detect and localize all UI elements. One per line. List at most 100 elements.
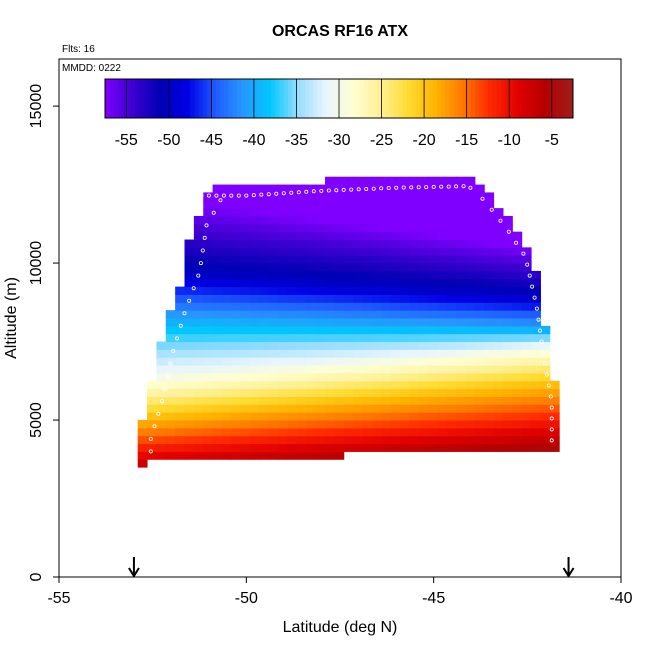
heatmap-cell <box>446 318 457 327</box>
heatmap-cell <box>399 286 410 295</box>
heatmap-cell <box>399 420 410 429</box>
heatmap-cell <box>175 302 186 311</box>
heatmap-cell <box>240 302 251 311</box>
heatmap-cell <box>437 239 448 248</box>
heatmap-cell <box>390 333 401 343</box>
heatmap-cell <box>306 372 317 382</box>
heatmap-cell <box>353 325 363 335</box>
colorbar-swatch <box>419 79 425 118</box>
colorbar-swatch <box>343 79 348 118</box>
heatmap-cell <box>446 325 457 335</box>
heatmap-cell <box>268 396 279 405</box>
heatmap-cell <box>512 420 523 429</box>
heatmap-cell <box>231 435 242 445</box>
heatmap-cell <box>353 388 363 397</box>
heatmap-cell <box>381 372 392 382</box>
heatmap-cell <box>531 333 541 343</box>
heatmap-cell <box>137 420 148 429</box>
heatmap-cell <box>325 192 335 201</box>
heatmap-cell <box>184 388 195 397</box>
heatmap-cell <box>268 341 279 350</box>
heatmap-cell <box>231 192 242 201</box>
heatmap-cell <box>212 200 223 209</box>
heatmap-cell <box>371 333 382 343</box>
heatmap-cell <box>502 231 513 241</box>
heatmap-cell <box>212 451 223 460</box>
heatmap-cell <box>512 318 523 327</box>
heatmap-cell <box>381 192 392 201</box>
heatmap-cell <box>296 255 307 264</box>
heatmap-cell <box>531 365 541 374</box>
heatmap-cell <box>259 223 270 233</box>
heatmap-cell <box>250 427 260 437</box>
track-marker <box>162 386 167 391</box>
heatmap-cell <box>221 215 232 225</box>
track-marker <box>431 184 436 189</box>
heatmap-cell <box>221 396 232 405</box>
heatmap-cell <box>428 396 438 405</box>
heatmap-cell <box>512 294 523 303</box>
heatmap-cell <box>390 412 401 421</box>
track-marker <box>159 399 164 404</box>
heatmap-cell <box>502 255 513 264</box>
heatmap-cell <box>343 443 354 452</box>
heatmap-cell <box>540 372 551 382</box>
heatmap-cell <box>203 239 214 248</box>
heatmap-cell <box>446 184 457 193</box>
heatmap-cell <box>315 200 326 209</box>
heatmap-cell <box>212 263 223 272</box>
heatmap-cell <box>381 239 392 248</box>
heatmap-cell <box>287 412 298 421</box>
heatmap-cell <box>371 208 382 217</box>
colorbar-swatch <box>560 79 565 118</box>
heatmap-cell <box>390 263 401 272</box>
heatmap-cell <box>193 380 204 390</box>
heatmap-cell <box>287 341 298 350</box>
heatmap-cell <box>512 263 523 272</box>
heatmap-cell <box>549 427 560 437</box>
heatmap-cell <box>203 325 214 335</box>
track-marker <box>521 251 526 256</box>
heatmap-cell <box>381 176 392 186</box>
colorbar-swatch <box>475 79 480 118</box>
heatmap-cell <box>362 223 373 233</box>
heatmap-cell <box>502 318 513 327</box>
heatmap-cell <box>446 396 457 405</box>
heatmap-cell <box>137 427 148 437</box>
track-marker <box>319 188 324 193</box>
heatmap-cell <box>362 435 373 445</box>
heatmap-cell <box>184 365 195 374</box>
heatmap-cell <box>493 325 504 335</box>
track-marker <box>326 188 331 193</box>
heatmap-cell <box>456 247 467 256</box>
heatmap-cell <box>437 349 448 358</box>
heatmap-cell <box>315 255 326 264</box>
heatmap-cell <box>353 435 363 445</box>
heatmap-cell <box>371 349 382 358</box>
heatmap-cell <box>343 396 354 405</box>
heatmap-cell <box>315 443 326 452</box>
heatmap-cell <box>446 310 457 319</box>
heatmap-cell <box>184 286 195 295</box>
heatmap-cell <box>521 443 532 452</box>
heatmap-cell <box>287 404 298 413</box>
heatmap-cell <box>343 341 354 350</box>
heatmap-cell <box>437 176 448 186</box>
heatmap-cell <box>371 263 382 272</box>
heatmap-cell <box>268 247 279 256</box>
heatmap-cell <box>437 208 448 217</box>
heatmap-cell <box>240 333 251 343</box>
heatmap-cell <box>437 310 448 319</box>
heatmap-cell <box>287 318 298 327</box>
heatmap-cell <box>437 443 448 452</box>
heatmap-cell <box>278 231 289 241</box>
heatmap-cell <box>221 435 232 445</box>
heatmap-cell <box>315 427 326 437</box>
heatmap-cell <box>493 404 504 413</box>
heatmap-cell <box>325 318 335 327</box>
heatmap-cell <box>259 278 270 288</box>
heatmap-cell <box>221 349 232 358</box>
heatmap-cell <box>353 396 363 405</box>
heatmap-cell <box>165 357 176 366</box>
heatmap-cell <box>268 333 279 343</box>
